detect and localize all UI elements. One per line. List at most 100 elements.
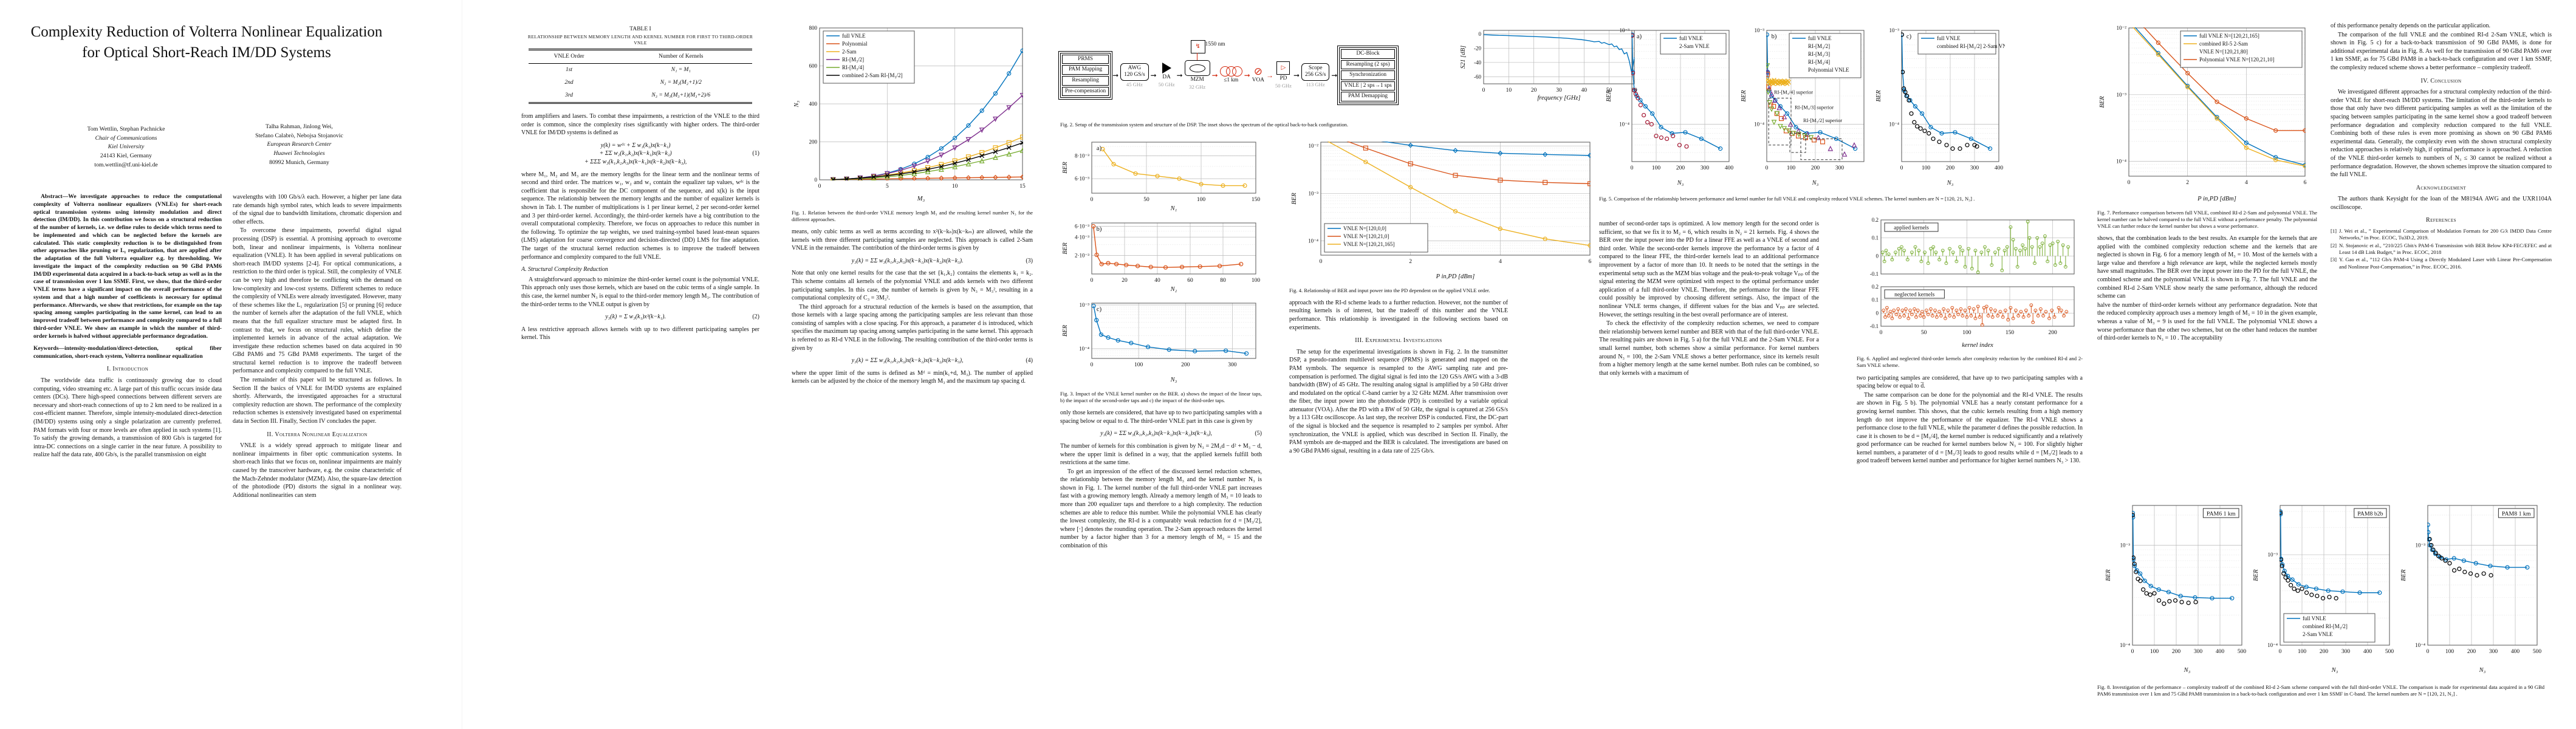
paragraph: only those kernels are considered, that … (1060, 409, 1262, 425)
figure-8a-chart: 0 100 200 300 400 500 10⁻³ 10⁻⁴ N₃ BER PAM6 1 km (2103, 499, 2248, 679)
section-1-heading: I. Introduction (106, 366, 149, 373)
svg-text:4·10⁻³: 4·10⁻³ (1075, 234, 1089, 240)
abstract: Abstract—We investigate approaches to re… (33, 193, 222, 340)
svg-text:50: 50 (1921, 330, 1927, 336)
keywords: Keywords—intensity-modulation/direct-det… (33, 345, 222, 360)
svg-text:100: 100 (1197, 197, 1206, 203)
svg-text:800: 800 (809, 25, 818, 31)
column-12: of this performance penalty depends on t… (2331, 22, 2552, 496)
figure-8c-chart: 0 100 200 300 400 500 10⁻³ 10⁻⁴ N₃ BER PAM8 1 km (2399, 499, 2543, 679)
svg-text:10⁻³: 10⁻³ (2416, 542, 2426, 548)
svg-text:0: 0 (1320, 259, 1323, 265)
svg-text:Polynomial VNLE: Polynomial VNLE (1808, 67, 1849, 73)
svg-text:200: 200 (2320, 649, 2329, 655)
fiber-spool: ≤1 km (1219, 66, 1242, 84)
table1-label: TABLE I (629, 26, 651, 32)
paragraph: The number of kernels for this combinati… (1060, 442, 1262, 467)
svg-text:400: 400 (1725, 165, 1734, 171)
svg-text:4: 4 (1499, 259, 1502, 265)
svg-text:combined RI-[M₃/2] 2-Sam VNLE: combined RI-[M₃/2] 2-Sam VNLE (1937, 43, 2005, 49)
svg-text:6: 6 (2304, 180, 2307, 186)
svg-text:100: 100 (2150, 649, 2159, 655)
svg-text:40: 40 (1154, 278, 1160, 284)
table-row: 2nd N₂ = M₂(M₂+1)/2 (564, 80, 702, 86)
column-8: -0.1 0 0.1 0.2 applied kernels 0 50 100 150 200-… (1857, 214, 2083, 712)
svg-text:100: 100 (1134, 362, 1143, 368)
paragraph: A less restrictive approach allows kerne… (521, 326, 759, 341)
reference-item: [2] N. Stojanovic et al., ”210/225 Gbit/s… (2331, 242, 2552, 256)
paragraph: from amplifiers and lasers. To combat th… (521, 113, 759, 137)
svg-text:200: 200 (809, 139, 818, 145)
svg-text:300: 300 (1970, 165, 1979, 171)
svg-text:N₃: N₃ (793, 100, 800, 108)
svg-text:0: 0 (2128, 180, 2131, 186)
svg-text:10⁻³: 10⁻³ (2120, 542, 2131, 548)
arrow-icon: ➞ (1293, 71, 1300, 80)
svg-text:6: 6 (1589, 259, 1592, 265)
svg-text:RI-[M₃/2] superior: RI-[M₃/2] superior (1803, 117, 1842, 123)
svg-text:40: 40 (1581, 87, 1588, 94)
equation-4: y₃(k) = ΣΣ w₃(k₁,k₂,k₃)x(k−k₁)x(k−k₂)x(k… (851, 357, 1033, 364)
svg-text:a): a) (1097, 145, 1102, 152)
svg-text:S21 [dB]: S21 [dB] (1460, 46, 1467, 69)
svg-text:2-Sam VNLE: 2-Sam VNLE (1679, 43, 1710, 49)
svg-text:0: 0 (2279, 649, 2282, 655)
svg-text:full VNLE: full VNLE (842, 33, 866, 39)
acknowledgement-heading: Acknowledgement (2416, 184, 2467, 191)
paragraph: where M₁, M₂ and M₃ are the memory lengt… (521, 171, 759, 261)
svg-text:2-Sam: 2-Sam (842, 49, 857, 55)
svg-text:300: 300 (1701, 165, 1710, 171)
figure-4-caption: Fig. 4. Relationship of BER and input po… (1289, 287, 1490, 293)
svg-text:0: 0 (1482, 87, 1485, 94)
mzm-block: ↯ 1550 nm MZM 32 GHz (1184, 39, 1225, 91)
svg-text:VNLE N=[120,21,165]: VNLE N=[120,21,165] (1343, 241, 1394, 247)
equation-5: y₃(k) = ΣΣ w₃(k₁,k₂,k₃)x(k−k₁)x(k−k₂)x(k… (1100, 430, 1262, 437)
svg-text:150: 150 (2006, 330, 2015, 336)
svg-text:b): b) (1097, 226, 1102, 233)
paragraph: means, only cubic terms as well as terms… (792, 228, 1033, 252)
paragraph: of this performance penalty depends on t… (2331, 22, 2490, 29)
svg-text:400: 400 (2216, 649, 2225, 655)
svg-text:10: 10 (1506, 87, 1512, 94)
figure-2-diagram: PRMS PAM Mapping Resampling Pre-compensa… (1058, 24, 1646, 115)
svg-text:-20: -20 (1474, 45, 1481, 51)
svg-text:N₁: N₁ (1170, 205, 1177, 212)
svg-text:150: 150 (1252, 197, 1261, 203)
svg-text:RI-[M₃/2]: RI-[M₃/2] (1808, 43, 1830, 49)
svg-text:4: 4 (2245, 180, 2248, 186)
equation-number: (2) (752, 313, 759, 321)
svg-text:N₃: N₃ (2184, 667, 2191, 674)
svg-text:200: 200 (2172, 649, 2181, 655)
svg-text:0.2: 0.2 (1872, 217, 1879, 223)
figure-5a-chart: 0 100 200 300 400 10⁻³ 10⁻⁴ N₃ BER a) full VNLE 2-S… (1604, 24, 1735, 191)
author-univ: Kiel University (108, 143, 145, 151)
intro-paragraph: The worldwide data traffic is continuous… (33, 377, 222, 459)
svg-text:2: 2 (2186, 180, 2189, 186)
svg-text:N₃: N₃ (1170, 377, 1177, 383)
column-2: wavelengths with 100 Gb/s/λ each. Howeve… (233, 193, 402, 707)
svg-text:10⁻⁴: 10⁻⁴ (1754, 122, 1764, 128)
svg-text:0: 0 (1876, 253, 1879, 259)
figure-6-caption: Fig. 6. Applied and neglected third-orde… (1857, 355, 2083, 369)
svg-text:0: 0 (1900, 165, 1903, 171)
svg-text:0: 0 (1091, 197, 1094, 203)
svg-text:10⁻³: 10⁻³ (1080, 302, 1090, 308)
photodiode-icon: ▷ (1276, 61, 1290, 75)
svg-text:100: 100 (1962, 330, 1971, 336)
svg-text:BER: BER (2400, 569, 2407, 581)
equation-number: (4) (1026, 357, 1033, 364)
svg-text:-0.1: -0.1 (1870, 271, 1879, 277)
author-names: Stefano Calabrò, Nebojsa Stojanovic (255, 132, 343, 139)
svg-text:0: 0 (1766, 165, 1769, 171)
section-3-heading: III. Experimental Investigations (1355, 337, 1442, 344)
paragraph: where the upper limit of the sums is def… (792, 369, 1033, 385)
conclusion-paragraph: We investigated different approaches for… (2331, 89, 2552, 179)
svg-text:RI-[M₃/4]: RI-[M₃/4] (1808, 59, 1830, 65)
author-block-right: Talha Rahman, Jinlong Wei, Stefano Calab… (210, 123, 389, 167)
svg-text:BER: BER (1062, 324, 1069, 337)
svg-text:8·10⁻³: 8·10⁻³ (1075, 152, 1089, 159)
author-dept: Chair of Communications (95, 134, 157, 142)
svg-text:300: 300 (1835, 165, 1845, 171)
paragraph: The comparison of the full VNLE and the … (2331, 31, 2552, 71)
